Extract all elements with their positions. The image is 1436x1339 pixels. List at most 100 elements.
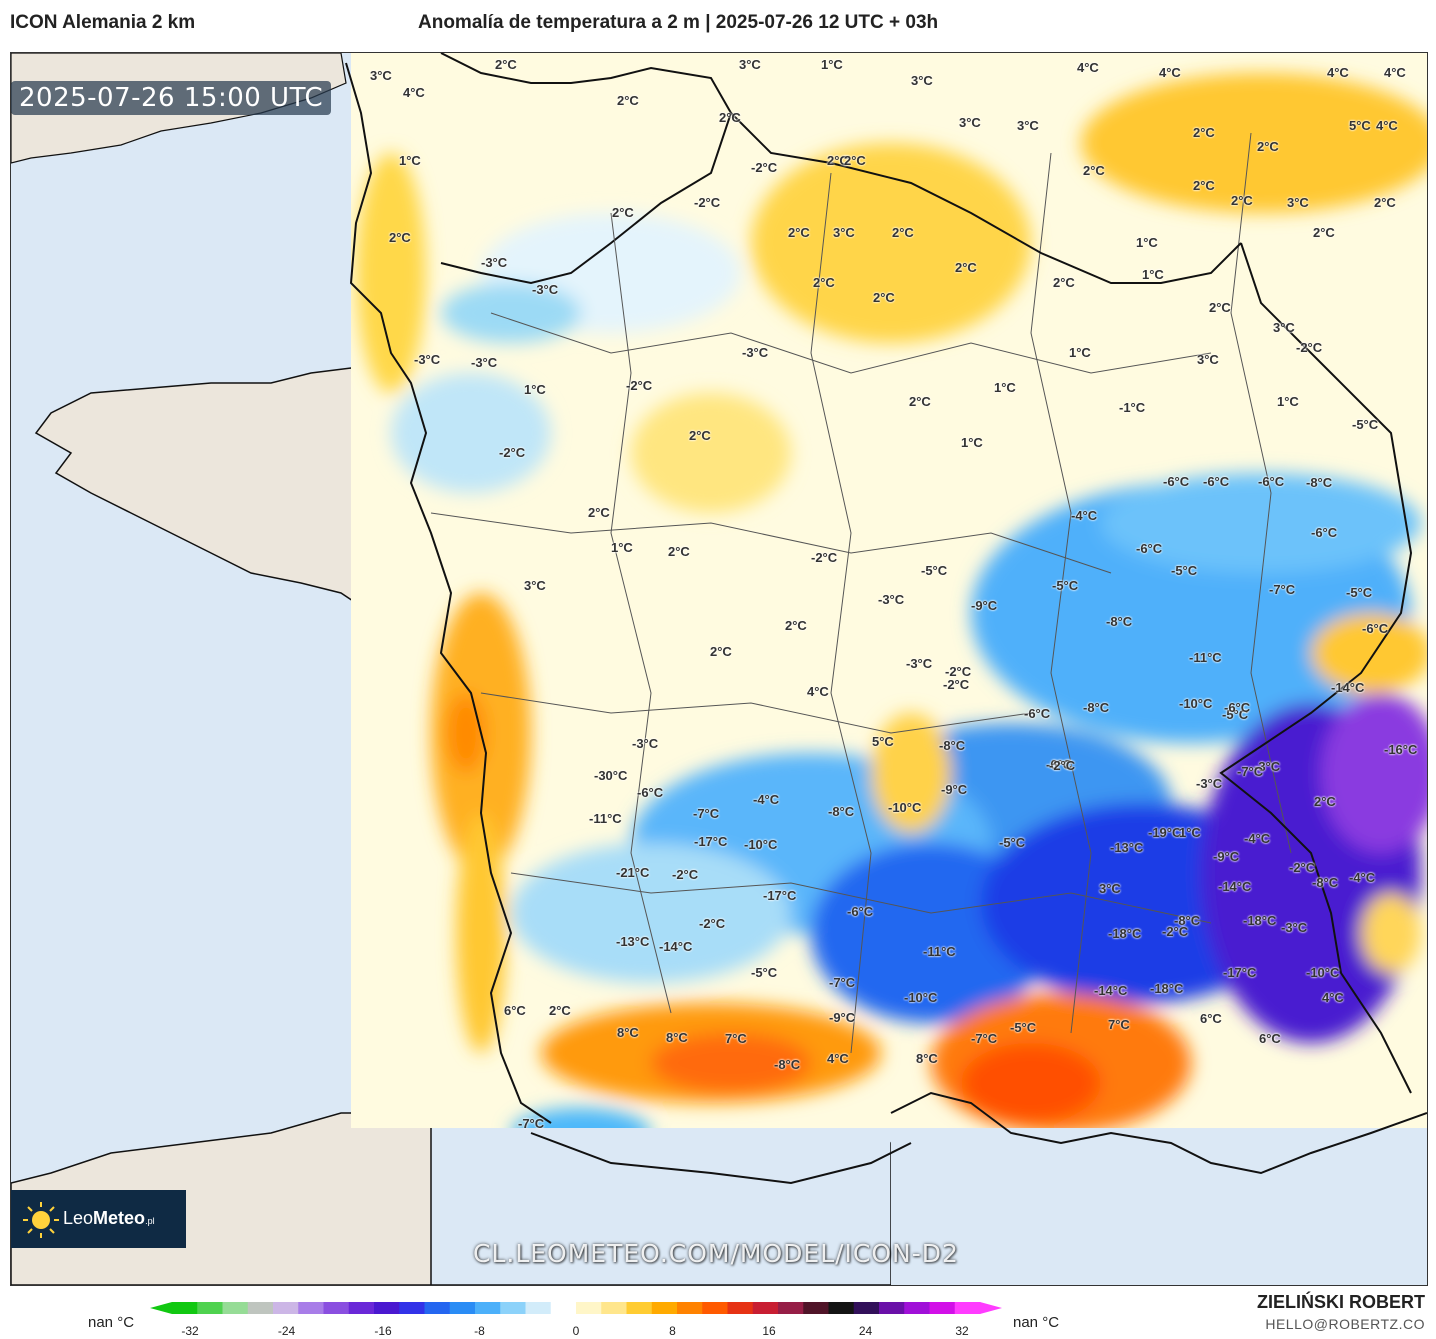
temperature-label: 2°C (495, 57, 517, 72)
scale-swatch (677, 1302, 703, 1314)
scale-swatch (879, 1302, 905, 1314)
temperature-label: 1°C (1277, 394, 1299, 409)
temperature-label: 5°C (1349, 118, 1371, 133)
scale-tick-label: 0 (572, 1324, 580, 1338)
temperature-label: 6°C (1200, 1011, 1222, 1026)
scale-swatch (525, 1302, 552, 1314)
temperature-label: -8°C (1174, 913, 1201, 928)
scale-swatch (702, 1302, 728, 1314)
temperature-label: -5°C (1052, 578, 1079, 593)
temperature-label: 2°C (389, 230, 411, 245)
temperature-label: -8°C (939, 738, 966, 753)
temperature-label: -8°C (828, 804, 855, 819)
temperature-label: -7°C (693, 806, 720, 821)
temperature-label: -2°C (1162, 924, 1189, 939)
temperature-label: 4°C (403, 85, 425, 100)
map-panel[interactable]: 2025-07-26 15:00 UTC 3°C 4°C 2°C 3°C 1°C 4°C 3… (10, 52, 1428, 1286)
temperature-label: 4°C (1376, 118, 1398, 133)
temperature-label: 3°C (911, 73, 933, 88)
temperature-label: 4°C (1159, 65, 1181, 80)
temperature-label: 2°C (909, 394, 931, 409)
scale-swatch (550, 1302, 577, 1314)
temperature-label: -10°C (1306, 965, 1340, 980)
temperature-label: -3°C (632, 736, 659, 751)
temperature-label: -8°C (1106, 614, 1133, 629)
temperature-label: 3°C (833, 225, 855, 240)
scale-swatch (247, 1302, 274, 1314)
temperature-label: 3°C (1099, 881, 1121, 896)
temperature-label: 7°C (1108, 1017, 1130, 1032)
temperature-label: 3°C (1017, 118, 1039, 133)
temperature-label: -2°C (699, 916, 726, 931)
temperature-label: -21°C (616, 865, 650, 880)
scale-swatch (778, 1302, 804, 1314)
sun-icon (23, 1202, 59, 1238)
temperature-label: -9°C (829, 1010, 856, 1025)
temperature-label: 1°C (1179, 825, 1201, 840)
temperature-label: -19°C (1148, 825, 1182, 840)
temperature-label: 1°C (994, 380, 1016, 395)
temperature-label: -17°C (694, 834, 728, 849)
temperature-label: -3°C (414, 352, 441, 367)
temperature-label: -7°C (1237, 764, 1264, 779)
temperature-label: -3°C (906, 656, 933, 671)
temperature-label: 3°C (370, 68, 392, 83)
temperature-label: -17°C (1223, 965, 1257, 980)
coastline (345, 62, 552, 1124)
temperature-label: 1°C (1069, 345, 1091, 360)
scale-swatch (803, 1302, 829, 1314)
scale-swatch (222, 1302, 249, 1314)
temperature-label: 2°C (1374, 195, 1396, 210)
temperature-label: -10°C (744, 837, 778, 852)
region-borders (430, 132, 1292, 1054)
temperature-label: -13°C (1110, 840, 1144, 855)
source-watermark[interactable]: CL.LEOMETEO.COM/MODEL/ICON-D2 (473, 1239, 959, 1268)
scale-swatch (424, 1302, 451, 1314)
scale-swatch (298, 1302, 324, 1314)
temperature-label: 2°C (689, 428, 711, 443)
author-email[interactable]: HELLO@ROBERTZ.CO (1265, 1316, 1425, 1332)
scale-tick-label: -8 (474, 1324, 485, 1338)
temperature-label: -9°C (1213, 849, 1240, 864)
scale-right-arrow (980, 1302, 1002, 1314)
temperature-label: -8°C (1083, 700, 1110, 715)
scale-swatch (475, 1302, 501, 1314)
temperature-label: 2°C (612, 205, 634, 220)
scale-swatch (449, 1302, 476, 1314)
temperature-label: -6°C (1046, 757, 1073, 772)
scale-left-arrow (150, 1302, 172, 1314)
temperature-label: 2°C (788, 225, 810, 240)
temperature-label: 1°C (1136, 235, 1158, 250)
temperature-label: -6°C (1136, 541, 1163, 556)
temperature-label: -14°C (1218, 879, 1252, 894)
temperature-label: 6°C (1259, 1031, 1281, 1046)
temperature-label: 4°C (1322, 990, 1344, 1005)
temperature-label: -5°C (751, 965, 778, 980)
temperature-label: -9°C (941, 782, 968, 797)
temperature-label: -5°C (921, 563, 948, 578)
temperature-label: 2°C (719, 110, 741, 125)
temperature-label: -6°C (1311, 525, 1338, 540)
temperature-label: 2°C (1053, 275, 1075, 290)
temperature-label: -5°C (999, 835, 1026, 850)
scale-swatch (651, 1302, 678, 1314)
temperature-label: -10°C (904, 990, 938, 1005)
temperature-label: -14°C (1094, 983, 1128, 998)
temperature-label: -6°C (637, 785, 664, 800)
temperature-label: -1°C (1119, 400, 1146, 415)
temperature-label: -5°C (1222, 707, 1249, 722)
temperature-label: -14°C (659, 939, 693, 954)
temperature-label: -3°C (481, 255, 508, 270)
temperature-label: 8°C (666, 1030, 688, 1045)
temperature-label: 2°C (1209, 300, 1231, 315)
leometeo-logo[interactable]: LeoMeteo.pl (11, 1190, 186, 1248)
scale-swatch (172, 1302, 198, 1314)
temperature-label: -6°C (1024, 706, 1051, 721)
temperature-label: -2°C (945, 664, 972, 679)
temperature-label: 2°C (892, 225, 914, 240)
temperature-label: 4°C (827, 1051, 849, 1066)
mediterranean-sea (891, 1123, 1427, 1285)
scale-tick-label: 32 (955, 1324, 969, 1338)
temperature-label: -3°C (878, 592, 905, 607)
model-title: ICON Alemania 2 km (10, 12, 196, 33)
